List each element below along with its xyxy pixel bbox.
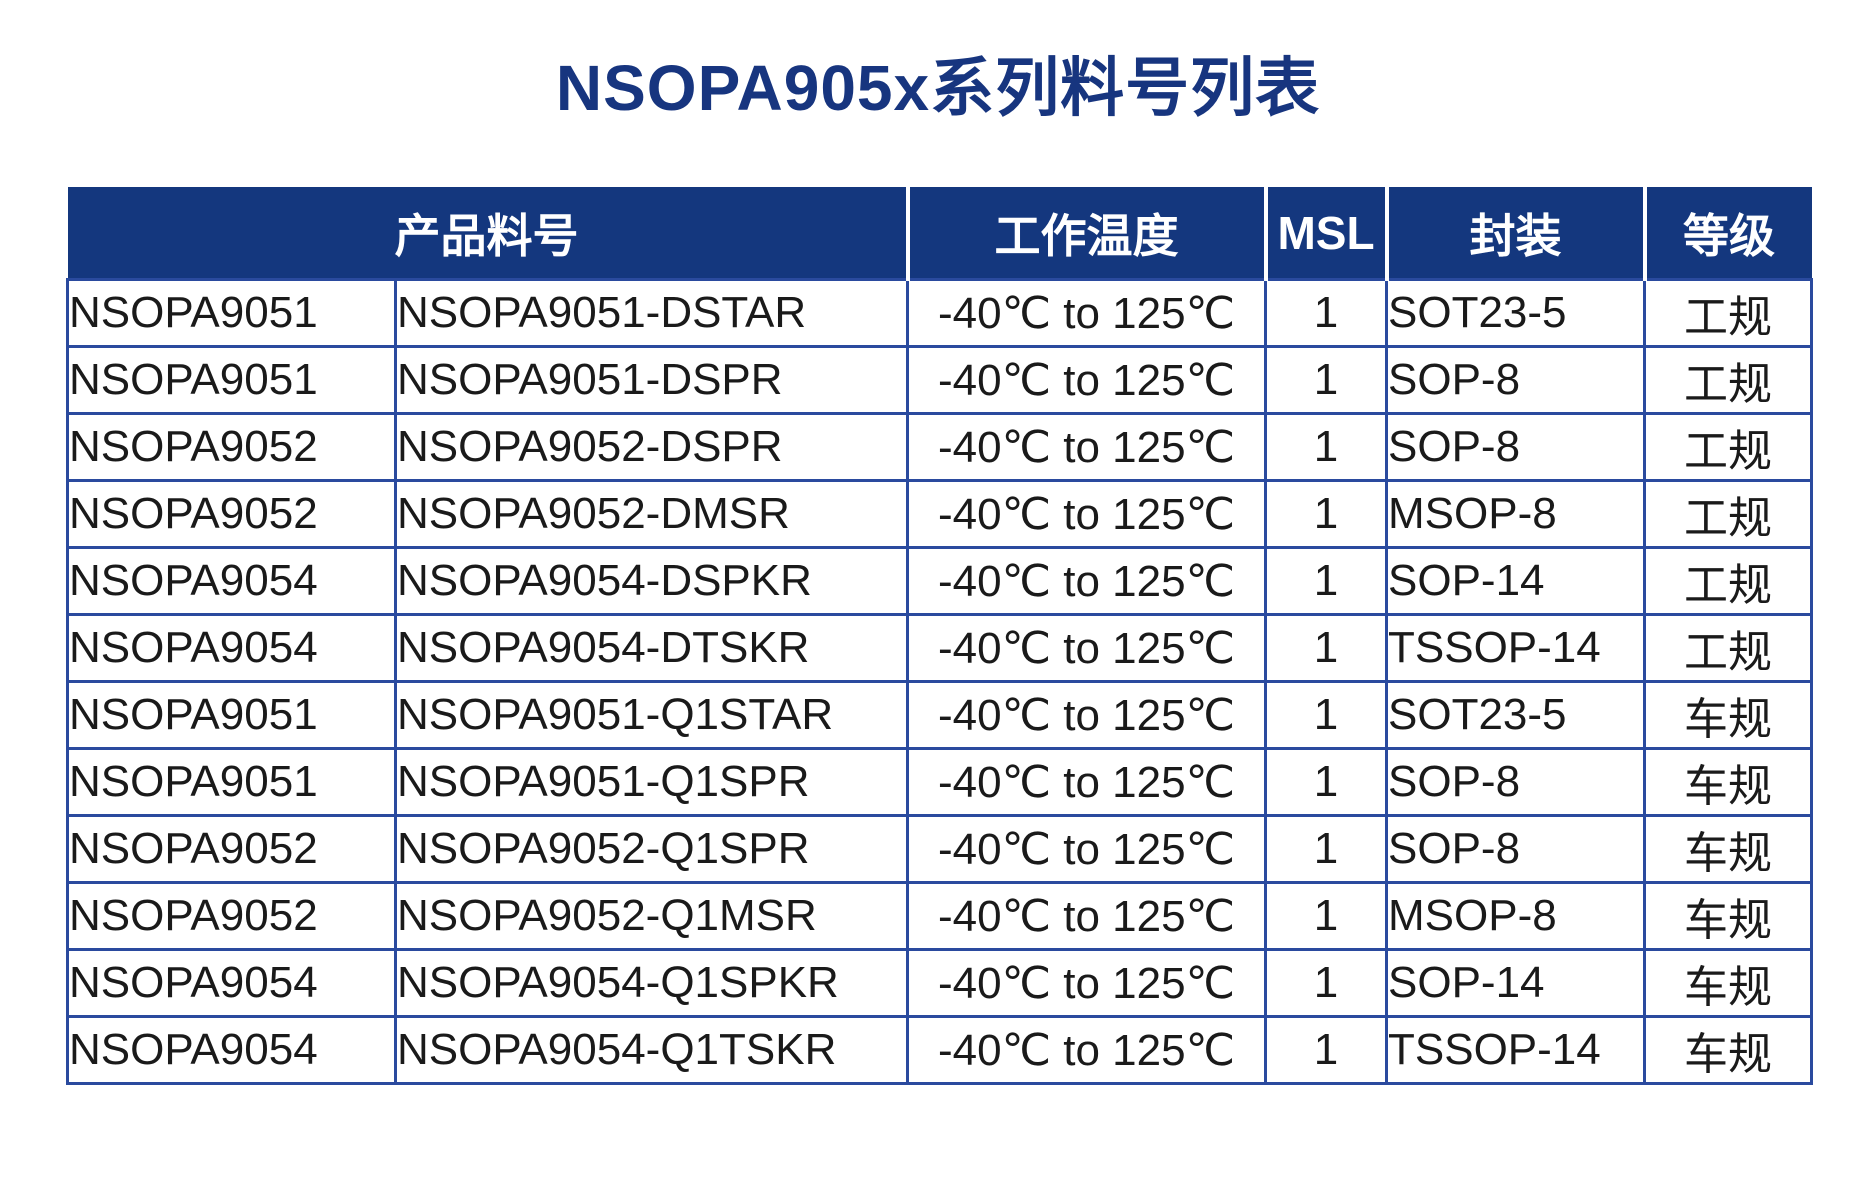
table-row: NSOPA9052 NSOPA9052-Q1SPR -40℃ to 125℃ 1… xyxy=(66,814,1813,884)
msl-cell: 1 xyxy=(1264,680,1388,750)
grade-cell: 工规 xyxy=(1643,479,1813,549)
series-cell: NSOPA9054 xyxy=(66,1015,397,1085)
temp-cell: -40℃ to 125℃ xyxy=(906,1015,1267,1085)
package-cell: SOP-8 xyxy=(1385,345,1646,415)
series-cell: NSOPA9052 xyxy=(66,814,397,884)
package-cell: MSOP-8 xyxy=(1385,881,1646,951)
msl-cell: 1 xyxy=(1264,747,1388,817)
package-cell: SOT23-5 xyxy=(1385,680,1646,750)
column-header-msl: MSL xyxy=(1263,187,1387,280)
column-header-package: 封装 xyxy=(1384,187,1645,280)
part-number-cell: NSOPA9052-DSPR xyxy=(394,412,909,482)
parts-table: 产品料号 工作温度 MSL 封装 等级 NSOPA9051 NSOPA9051-… xyxy=(66,187,1813,1085)
package-cell: MSOP-8 xyxy=(1385,479,1646,549)
series-cell: NSOPA9054 xyxy=(66,948,397,1018)
series-cell: NSOPA9051 xyxy=(66,747,397,817)
grade-cell: 车规 xyxy=(1643,948,1813,1018)
grade-cell: 车规 xyxy=(1643,881,1813,951)
package-cell: SOP-14 xyxy=(1385,546,1646,616)
part-number-cell: NSOPA9054-DSPKR xyxy=(394,546,909,616)
grade-cell: 工规 xyxy=(1643,546,1813,616)
temp-cell: -40℃ to 125℃ xyxy=(906,881,1267,951)
package-cell: TSSOP-14 xyxy=(1385,1015,1646,1085)
part-number-cell: NSOPA9051-Q1SPR xyxy=(394,747,909,817)
msl-cell: 1 xyxy=(1264,1015,1388,1085)
grade-cell: 车规 xyxy=(1643,1015,1813,1085)
part-number-cell: NSOPA9051-DSPR xyxy=(394,345,909,415)
package-cell: SOP-8 xyxy=(1385,412,1646,482)
msl-cell: 1 xyxy=(1264,546,1388,616)
series-cell: NSOPA9051 xyxy=(66,345,397,415)
series-cell: NSOPA9052 xyxy=(66,881,397,951)
package-cell: SOP-14 xyxy=(1385,948,1646,1018)
column-header-operating-temp: 工作温度 xyxy=(905,187,1266,280)
temp-cell: -40℃ to 125℃ xyxy=(906,814,1267,884)
temp-cell: -40℃ to 125℃ xyxy=(906,948,1267,1018)
grade-cell: 工规 xyxy=(1643,613,1813,683)
part-number-cell: NSOPA9054-Q1TSKR xyxy=(394,1015,909,1085)
msl-cell: 1 xyxy=(1264,814,1388,884)
temp-cell: -40℃ to 125℃ xyxy=(906,278,1267,348)
table-row: NSOPA9054 NSOPA9054-Q1SPKR -40℃ to 125℃ … xyxy=(66,948,1813,1018)
part-number-cell: NSOPA9054-DTSKR xyxy=(394,613,909,683)
package-cell: SOT23-5 xyxy=(1385,278,1646,348)
msl-cell: 1 xyxy=(1264,948,1388,1018)
table-row: NSOPA9054 NSOPA9054-Q1TSKR -40℃ to 125℃ … xyxy=(66,1015,1813,1085)
table-row: NSOPA9052 NSOPA9052-DSPR -40℃ to 125℃ 1 … xyxy=(66,412,1813,482)
msl-cell: 1 xyxy=(1264,345,1388,415)
temp-cell: -40℃ to 125℃ xyxy=(906,613,1267,683)
package-cell: TSSOP-14 xyxy=(1385,613,1646,683)
series-cell: NSOPA9051 xyxy=(66,278,397,348)
series-cell: NSOPA9051 xyxy=(66,680,397,750)
table-row: NSOPA9051 NSOPA9051-DSTAR -40℃ to 125℃ 1… xyxy=(66,278,1813,348)
table-row: NSOPA9051 NSOPA9051-Q1STAR -40℃ to 125℃ … xyxy=(66,680,1813,750)
table-row: NSOPA9051 NSOPA9051-DSPR -40℃ to 125℃ 1 … xyxy=(66,345,1813,415)
page-title: NSOPA905x系列料号列表 xyxy=(555,52,1321,124)
msl-cell: 1 xyxy=(1264,278,1388,348)
series-cell: NSOPA9054 xyxy=(66,546,397,616)
msl-cell: 1 xyxy=(1264,613,1388,683)
grade-cell: 车规 xyxy=(1643,747,1813,817)
msl-cell: 1 xyxy=(1264,479,1388,549)
grade-cell: 工规 xyxy=(1643,345,1813,415)
temp-cell: -40℃ to 125℃ xyxy=(906,747,1267,817)
table-row: NSOPA9051 NSOPA9051-Q1SPR -40℃ to 125℃ 1… xyxy=(66,747,1813,817)
table-row: NSOPA9054 NSOPA9054-DSPKR -40℃ to 125℃ 1… xyxy=(66,546,1813,616)
grade-cell: 工规 xyxy=(1643,278,1813,348)
table-header-row: 产品料号 工作温度 MSL 封装 等级 xyxy=(67,187,1812,280)
table-row: NSOPA9052 NSOPA9052-DMSR -40℃ to 125℃ 1 … xyxy=(66,479,1813,549)
part-number-cell: NSOPA9052-Q1MSR xyxy=(394,881,909,951)
msl-cell: 1 xyxy=(1264,881,1388,951)
part-number-cell: NSOPA9052-DMSR xyxy=(394,479,909,549)
temp-cell: -40℃ to 125℃ xyxy=(906,345,1267,415)
msl-cell: 1 xyxy=(1264,412,1388,482)
temp-cell: -40℃ to 125℃ xyxy=(906,412,1267,482)
temp-cell: -40℃ to 125℃ xyxy=(906,546,1267,616)
series-cell: NSOPA9052 xyxy=(66,412,397,482)
table-row: NSOPA9054 NSOPA9054-DTSKR -40℃ to 125℃ 1… xyxy=(66,613,1813,683)
column-header-product-part: 产品料号 xyxy=(67,187,908,280)
column-header-grade: 等级 xyxy=(1642,187,1812,280)
series-cell: NSOPA9052 xyxy=(66,479,397,549)
part-number-cell: NSOPA9052-Q1SPR xyxy=(394,814,909,884)
grade-cell: 车规 xyxy=(1643,680,1813,750)
part-number-cell: NSOPA9051-Q1STAR xyxy=(394,680,909,750)
package-cell: SOP-8 xyxy=(1385,747,1646,817)
grade-cell: 工规 xyxy=(1643,412,1813,482)
series-cell: NSOPA9054 xyxy=(66,613,397,683)
temp-cell: -40℃ to 125℃ xyxy=(906,680,1267,750)
temp-cell: -40℃ to 125℃ xyxy=(906,479,1267,549)
part-number-cell: NSOPA9051-DSTAR xyxy=(394,278,909,348)
part-number-cell: NSOPA9054-Q1SPKR xyxy=(394,948,909,1018)
grade-cell: 车规 xyxy=(1643,814,1813,884)
package-cell: SOP-8 xyxy=(1385,814,1646,884)
table-row: NSOPA9052 NSOPA9052-Q1MSR -40℃ to 125℃ 1… xyxy=(66,881,1813,951)
